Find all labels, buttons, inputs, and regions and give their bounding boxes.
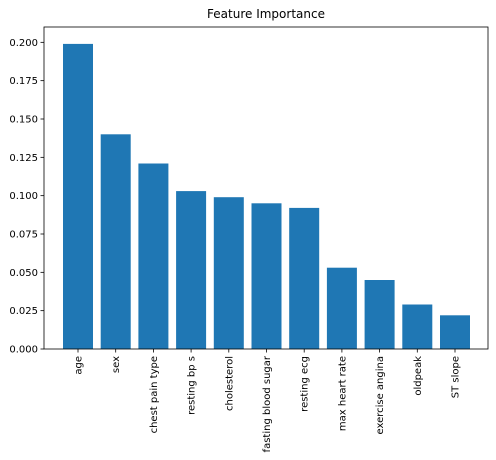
bar-st-slope xyxy=(440,315,470,349)
y-tick-label: 0.000 xyxy=(9,345,38,356)
bar-resting-ecg xyxy=(289,207,320,349)
bar-age xyxy=(63,43,93,350)
y-tick-label: 0.025 xyxy=(9,306,38,317)
y-tick-label: 0.125 xyxy=(9,153,38,164)
y-tick-label: 0.150 xyxy=(9,115,38,126)
x-tick-label: age xyxy=(74,356,85,375)
y-tick-label: 0.175 xyxy=(9,76,38,87)
y-tick-label: 0.100 xyxy=(9,191,38,202)
x-tick-label: chest pain type xyxy=(149,356,160,433)
plot-frame xyxy=(43,26,489,350)
x-tick-label: cholesterol xyxy=(224,356,235,411)
x-tick-label: oldpeak xyxy=(413,356,424,396)
x-tick-label: exercise angina xyxy=(375,356,386,435)
bar-exercise-angina xyxy=(364,280,395,349)
bar-oldpeak xyxy=(402,304,433,349)
bar-resting-bp-s xyxy=(176,191,207,349)
x-tick-label: resting ecg xyxy=(300,356,311,412)
x-tick-label: sex xyxy=(111,356,122,373)
bars-group xyxy=(63,43,470,350)
y-tick-label: 0.050 xyxy=(9,268,38,279)
bar-chest-pain-type xyxy=(138,163,169,349)
x-tick-label: resting bp s xyxy=(187,356,198,415)
x-tick-label: fasting blood sugar xyxy=(262,355,273,452)
bar-max-heart-rate xyxy=(326,267,357,349)
y-tick-label: 0.200 xyxy=(9,38,38,49)
y-tick-label: 0.075 xyxy=(9,230,38,241)
x-tick-label: max heart rate xyxy=(337,356,348,431)
bar-cholesterol xyxy=(213,197,244,349)
bar-fasting-blood-sugar xyxy=(251,203,282,349)
x-tick-label: ST slope xyxy=(451,356,462,398)
y-axis: 0.000 0.025 0.050 0.075 0.100 0.125 0.150 0.175… xyxy=(9,38,44,356)
bar-sex xyxy=(100,134,131,349)
chart-title: Feature Importance xyxy=(207,7,325,21)
x-axis: age sex chest pain type resting bp s cholest… xyxy=(74,349,462,452)
